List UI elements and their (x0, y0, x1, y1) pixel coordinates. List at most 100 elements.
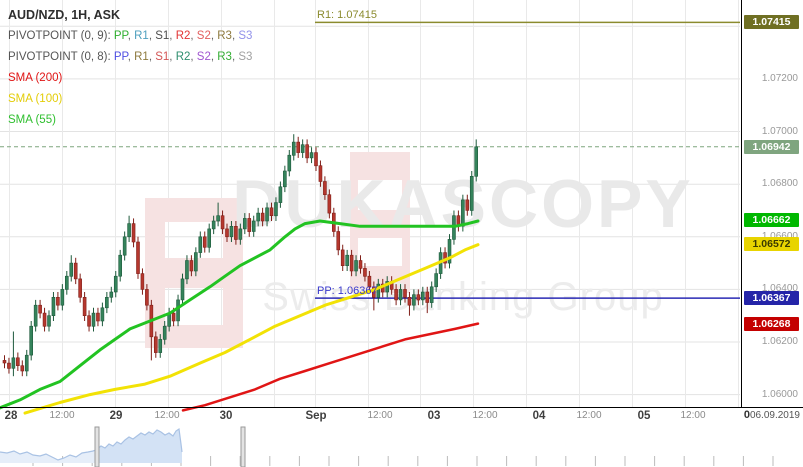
bull-candle (474, 146, 479, 177)
bull-candle (238, 228, 243, 240)
sma200-line (181, 322, 480, 412)
dukascopy-logo-cutout (358, 180, 402, 210)
navigator-area-selected[interactable] (96, 429, 182, 463)
bear-candle (327, 194, 332, 214)
bear-candle (260, 212, 265, 222)
bull-candle (33, 304, 38, 327)
bear-candle (425, 291, 430, 303)
bull-candle (274, 202, 278, 217)
bull-candle (65, 275, 69, 290)
bear-candle (336, 231, 341, 251)
time-axis-day-label: 29 (109, 410, 123, 422)
instrument-title: AUD/NZD, 1H, ASK (8, 8, 121, 22)
r1-line-label: R1: 1.07415 (317, 9, 377, 22)
bear-candle (407, 296, 412, 306)
time-axis-day-label: 03 (427, 410, 441, 422)
bull-candle (265, 207, 269, 222)
watermark-tagline: Swiss Banking Group (262, 275, 663, 319)
bull-candle (398, 289, 403, 301)
bull-candle (180, 278, 185, 301)
navigator-area[interactable] (0, 450, 96, 463)
bull-candle (412, 294, 416, 306)
price-axis-label: 1.06400 (761, 283, 798, 295)
bear-candle (403, 289, 407, 298)
bull-candle (109, 291, 114, 298)
separator: , (190, 30, 197, 42)
bull-candle (429, 286, 434, 303)
bear-candle (220, 215, 225, 230)
bear-candle (318, 165, 323, 182)
bull-candle (207, 228, 211, 248)
separator: , (169, 51, 176, 63)
bull-candle (376, 283, 381, 298)
legend: AUD/NZD, 1H, ASK PIVOTPOINT (0, 9): PP, … (8, 5, 252, 131)
price-badge-1.07415: 1.07415 (744, 15, 799, 30)
bear-candle (234, 226, 238, 240)
bull-candle (60, 289, 65, 306)
price-badge-1.06268: 1.06268 (744, 317, 799, 332)
bear-candle (20, 365, 25, 372)
bull-candle (24, 354, 29, 372)
bear-candle (465, 199, 470, 211)
bear-candle (140, 273, 145, 290)
bear-candle (189, 260, 194, 272)
price-axis-label: 1.06800 (761, 178, 798, 190)
bull-candle (69, 262, 74, 277)
bear-candle (349, 254, 354, 272)
time-axis-hour-label: 12:00 (367, 410, 393, 421)
bull-candle (216, 215, 220, 222)
bear-candle (56, 296, 60, 306)
bear-candle (202, 236, 207, 248)
pp-line-label: PP: 1.06367 (317, 285, 378, 298)
pivot-token-r1: R1 (134, 30, 149, 42)
bull-candle (29, 325, 34, 356)
bear-candle (305, 144, 309, 159)
bull-candle (194, 252, 198, 272)
pivot-token-s1: S1 (155, 51, 170, 63)
pivot-token-pp: PP (113, 30, 128, 42)
bear-candle (394, 289, 398, 301)
bull-candle (127, 223, 131, 238)
separator: , (231, 30, 239, 42)
time-axis-hour-label: 12:00 (49, 410, 75, 421)
bear-candle (367, 275, 372, 288)
bear-candle (131, 223, 136, 243)
bear-candle (323, 181, 327, 195)
price-axis-label: 1.06000 (761, 388, 798, 400)
navigator-handle-right[interactable] (240, 426, 246, 467)
bull-candle (11, 357, 16, 369)
pivot-legend-row-1: PIVOTPOINT (0, 9): PP, R1, S1, R2, S2, R… (8, 26, 252, 47)
bull-candle (420, 291, 425, 301)
pivot-token-s2: S2 (196, 51, 211, 63)
time-axis-day-label: 04 (532, 410, 546, 422)
bull-candle (113, 275, 118, 293)
bull-candle (176, 299, 180, 322)
bull-candle (300, 144, 305, 153)
bull-candle (345, 254, 349, 266)
date-prefix: 0 (743, 409, 750, 421)
bear-candle (73, 262, 78, 280)
separator: , (127, 51, 135, 63)
bull-candle (162, 325, 167, 340)
pivot-token-s3: S3 (238, 51, 253, 63)
bear-candle (269, 207, 274, 217)
price-axis-label: 1.07200 (761, 72, 798, 84)
bear-candle (38, 304, 42, 314)
bear-candle (340, 249, 345, 266)
sma100-line (23, 243, 480, 415)
bear-candle (7, 362, 11, 369)
bear-candle (372, 286, 376, 298)
bear-candle (171, 312, 176, 322)
separator: , (210, 51, 218, 63)
bear-candle (154, 336, 158, 353)
time-axis-hour-label: 12:00 (680, 410, 706, 421)
sma-200-legend: SMA (200) (8, 72, 63, 84)
bull-candle (354, 260, 358, 272)
dukascopy-logo-cutout (358, 238, 402, 266)
bear-candle (78, 278, 82, 298)
price-badge-1.06367: 1.06367 (744, 291, 799, 306)
navigator-handle-left[interactable] (94, 426, 100, 467)
bull-candle (256, 212, 260, 222)
